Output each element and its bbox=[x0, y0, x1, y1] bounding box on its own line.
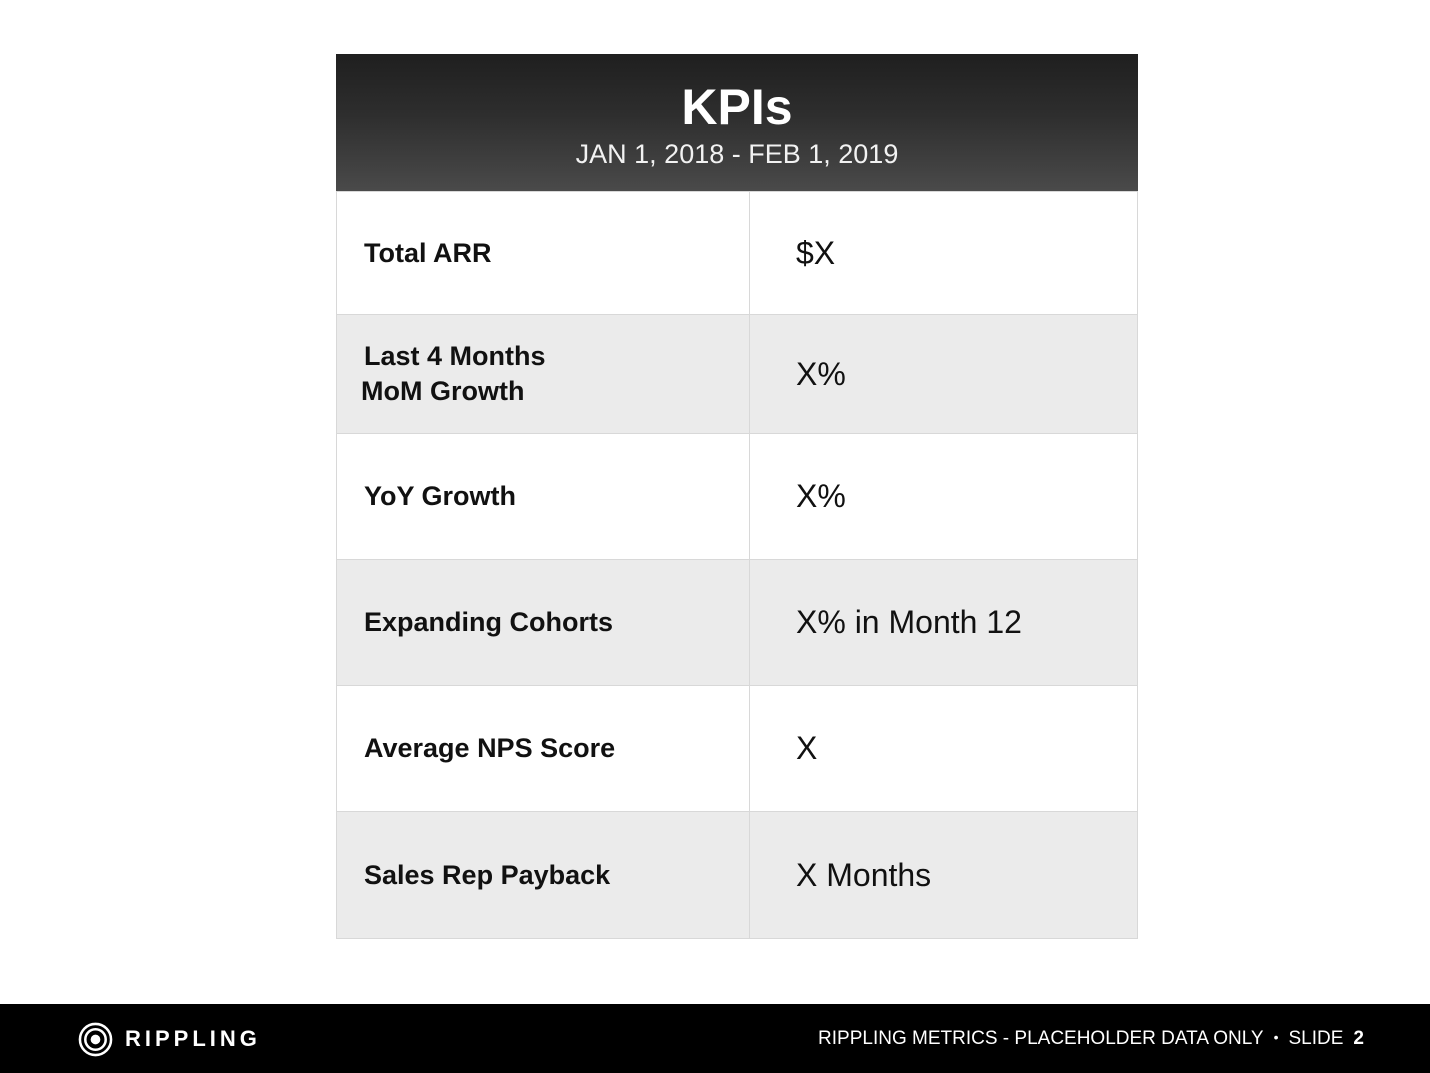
footer-separator: • bbox=[1273, 1029, 1279, 1045]
kpi-label: YoY Growth bbox=[336, 433, 750, 560]
kpi-row-mom-growth: Last 4 Months MoM Growth X% bbox=[336, 314, 1138, 434]
kpi-row-nps-score: Average NPS Score X bbox=[336, 685, 1138, 812]
kpi-label: Total ARR bbox=[336, 191, 750, 315]
kpi-value: X% bbox=[749, 433, 1138, 560]
kpi-value: X bbox=[749, 685, 1138, 812]
kpi-label: Last 4 Months MoM Growth bbox=[336, 314, 750, 434]
brand-name: RIPPLING bbox=[125, 1026, 261, 1051]
kpi-value: $X bbox=[749, 191, 1138, 315]
kpi-row-sales-rep-payback: Sales Rep Payback X Months bbox=[336, 811, 1138, 939]
brand-logo: RIPPLING bbox=[78, 1021, 261, 1057]
kpi-label-text: MoM Growth bbox=[361, 376, 525, 406]
footer-bar: RIPPLING RIPPLING METRICS - PLACEHOLDER … bbox=[0, 1004, 1430, 1073]
kpi-row-total-arr: Total ARR $X bbox=[336, 191, 1138, 315]
kpi-label-text: Total ARR bbox=[364, 237, 492, 268]
kpi-label-text: Average NPS Score bbox=[364, 733, 616, 763]
kpi-table: Total ARR $X Last 4 Months MoM Growth X%… bbox=[336, 191, 1138, 939]
rippling-logo-icon bbox=[78, 1022, 113, 1056]
kpi-label-text: Last 4 Months bbox=[364, 341, 546, 371]
kpi-row-expanding-cohorts: Expanding Cohorts X% in Month 12 bbox=[336, 559, 1138, 686]
kpi-label: Average NPS Score bbox=[336, 685, 750, 812]
kpi-label-text: YoY Growth bbox=[364, 481, 517, 511]
kpi-value: X% in Month 12 bbox=[749, 559, 1138, 686]
kpi-title: KPIs bbox=[681, 79, 793, 135]
footer-caption: RIPPLING METRICS - PLACEHOLDER DATA ONLY… bbox=[818, 1028, 1364, 1050]
kpi-label-text: Expanding Cohorts bbox=[364, 607, 613, 637]
kpi-value: X Months bbox=[749, 811, 1138, 939]
kpi-date-range: JAN 1, 2018 - FEB 1, 2019 bbox=[575, 139, 899, 169]
kpi-card: KPIs JAN 1, 2018 - FEB 1, 2019 Total ARR… bbox=[336, 54, 1138, 939]
kpi-label: Expanding Cohorts bbox=[336, 559, 750, 686]
kpi-label: Sales Rep Payback bbox=[336, 811, 750, 939]
kpi-row-yoy-growth: YoY Growth X% bbox=[336, 433, 1138, 560]
kpi-header: KPIs JAN 1, 2018 - FEB 1, 2019 bbox=[336, 54, 1138, 191]
slide-label: SLIDE bbox=[1288, 1028, 1344, 1049]
slide-number: 2 bbox=[1353, 1028, 1364, 1049]
kpi-label-text: Sales Rep Payback bbox=[364, 859, 611, 890]
kpi-value: X% bbox=[749, 314, 1138, 434]
footer-caption-text: RIPPLING METRICS - PLACEHOLDER DATA ONLY bbox=[818, 1028, 1264, 1049]
